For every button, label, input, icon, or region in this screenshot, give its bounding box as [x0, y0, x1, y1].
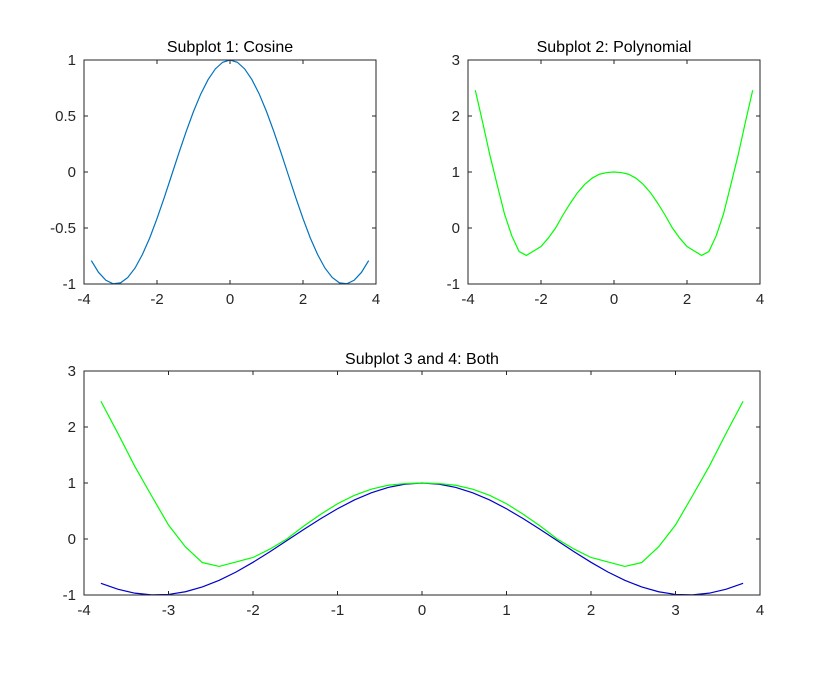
y-tick-label: 0: [452, 220, 460, 237]
x-tick-label: 4: [756, 291, 764, 308]
y-tick-label: 3: [68, 363, 76, 380]
y-tick-label: 1: [452, 164, 460, 181]
y-tick-label: -0.5: [50, 220, 76, 237]
series-line-2: [100, 400, 744, 568]
plot-area: [84, 60, 376, 284]
x-tick-label: -2: [150, 291, 163, 308]
y-tick-label: 3: [452, 52, 460, 69]
x-tick-label: -2: [534, 291, 547, 308]
y-tick-label: -1: [63, 587, 76, 604]
x-tick-label: 1: [502, 602, 510, 619]
x-tick-label: -4: [461, 291, 474, 308]
x-tick-label: 4: [372, 291, 380, 308]
x-tick-label: -3: [162, 602, 175, 619]
subplot-both: -4 -3 -2 -1 0 1 2 3 4 -1 0 1 2 3 Subplot 3 and 4: Both: [63, 351, 765, 619]
x-tick-label: 2: [683, 291, 691, 308]
y-tick-label: -1: [447, 276, 460, 293]
y-tick-label: 1: [68, 475, 76, 492]
x-tick-label: -4: [77, 291, 90, 308]
series-line-1: [474, 90, 754, 257]
y-tick-label: 2: [452, 108, 460, 125]
y-tick-label: 0: [68, 531, 76, 548]
y-tick-label: 1: [68, 52, 76, 69]
y-tick-label: 0: [68, 164, 76, 181]
x-tick-label: 2: [587, 602, 595, 619]
y-tick-label: 2: [68, 419, 76, 436]
x-tick-label: -1: [331, 602, 344, 619]
x-tick-label: 0: [418, 602, 426, 619]
x-tick-label: -2: [246, 602, 259, 619]
x-tick-label: 0: [610, 291, 618, 308]
x-tick-label: 4: [756, 602, 764, 619]
x-tick-label: 0: [226, 291, 234, 308]
subplot-title: Subplot 2: Polynomial: [537, 39, 692, 56]
subplot-title: Subplot 1: Cosine: [167, 39, 293, 56]
x-tick-label: -4: [77, 602, 90, 619]
y-tick-label: 0.5: [55, 108, 76, 125]
x-tick-label: 2: [299, 291, 307, 308]
subplot-cosine: -4 -2 0 2 4 -1 -0.5 0 0.5 1 Subplot 1: Cosine: [50, 39, 380, 308]
subplot-polynomial: -4 -2 0 2 4 -1 0 1 2 3 Subplot 2: Polynomial: [447, 39, 765, 308]
subplot-title: Subplot 3 and 4: Both: [345, 351, 499, 368]
y-tick-label: -1: [63, 276, 76, 293]
x-tick-label: 3: [671, 602, 679, 619]
